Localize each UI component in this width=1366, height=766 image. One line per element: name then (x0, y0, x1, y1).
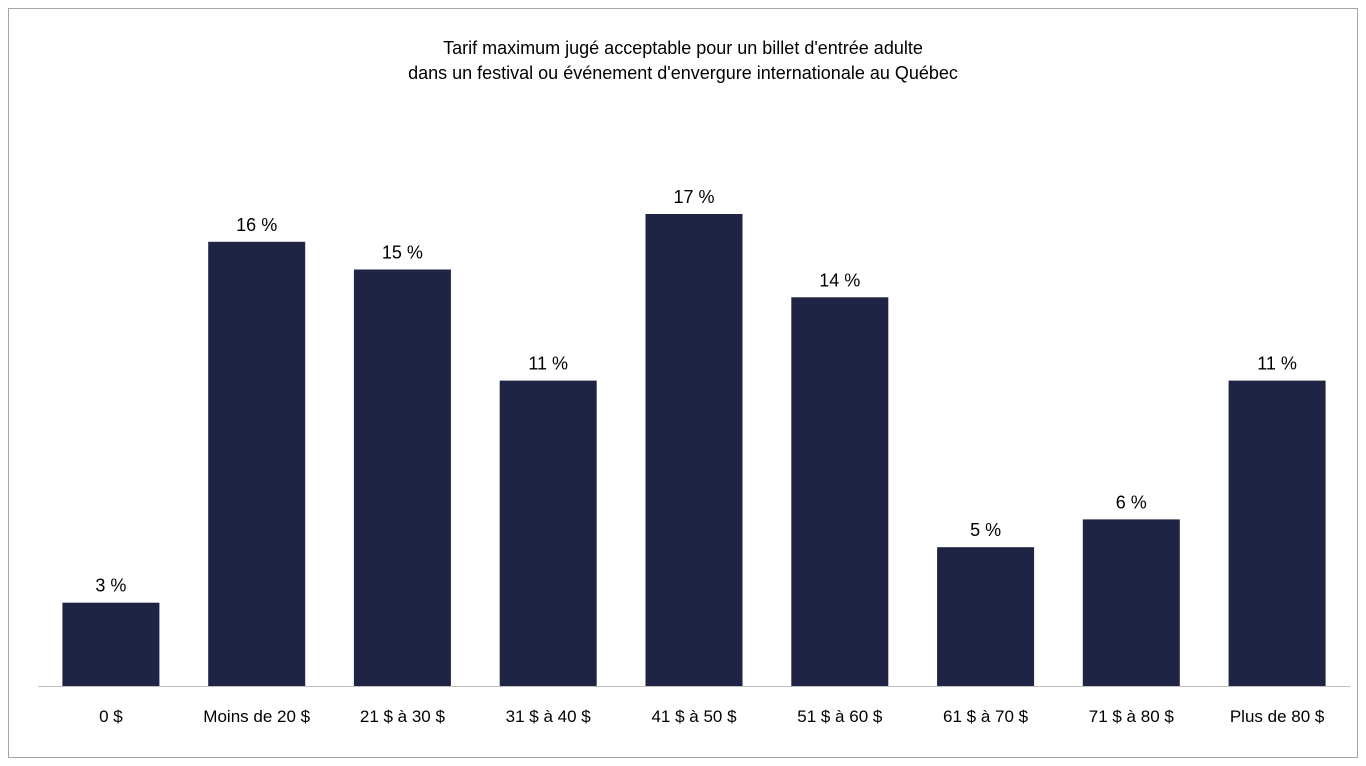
bars (62, 214, 1326, 687)
bar-8 (1082, 519, 1180, 686)
data-label-9: 11 % (1257, 354, 1297, 374)
bar-5 (645, 214, 743, 686)
data-label-4: 11 % (528, 354, 568, 374)
chart-title-line-2: dans un festival ou événement d'envergur… (408, 63, 958, 83)
x-tick-label-6: 51 $ à 60 $ (797, 707, 883, 726)
data-label-3: 15 % (382, 243, 423, 263)
data-label-7: 5 % (970, 520, 1001, 540)
data-label-2: 16 % (236, 215, 277, 235)
chart-title-line-1: Tarif maximum jugé acceptable pour un bi… (443, 38, 923, 58)
x-tick-labels: 0 $ Moins de 20 $ 21 $ à 30 $ 31 $ à 40 $ 41… (99, 707, 1325, 726)
x-tick-label-7: 61 $ à 70 $ (943, 707, 1029, 726)
x-tick-label-9: Plus de 80 $ (1230, 707, 1325, 726)
x-tick-label-5: 41 $ à 50 $ (651, 707, 737, 726)
x-tick-label-4: 31 $ à 40 $ (506, 707, 592, 726)
bar-6 (791, 297, 889, 686)
bar-9 (1228, 380, 1326, 686)
data-label-6: 14 % (819, 270, 860, 290)
bar-4 (499, 380, 597, 686)
data-label-1: 3 % (95, 576, 126, 596)
chart-title: Tarif maximum jugé acceptable pour un bi… (0, 36, 1366, 86)
x-tick-label-8: 71 $ à 80 $ (1089, 707, 1175, 726)
data-label-8: 6 % (1116, 492, 1147, 512)
bar-2 (208, 241, 306, 687)
x-tick-label-3: 21 $ à 30 $ (360, 707, 446, 726)
data-labels: 3 % 16 % 15 % 11 % 17 % 14 % 5 % 6 % 11 % (95, 187, 1297, 596)
x-tick-label-2: Moins de 20 $ (203, 707, 310, 726)
bar-3 (353, 269, 451, 686)
x-tick-label-1: 0 $ (99, 707, 123, 726)
bar-7 (937, 547, 1035, 686)
bar-1 (62, 602, 160, 686)
data-label-5: 17 % (673, 187, 714, 207)
